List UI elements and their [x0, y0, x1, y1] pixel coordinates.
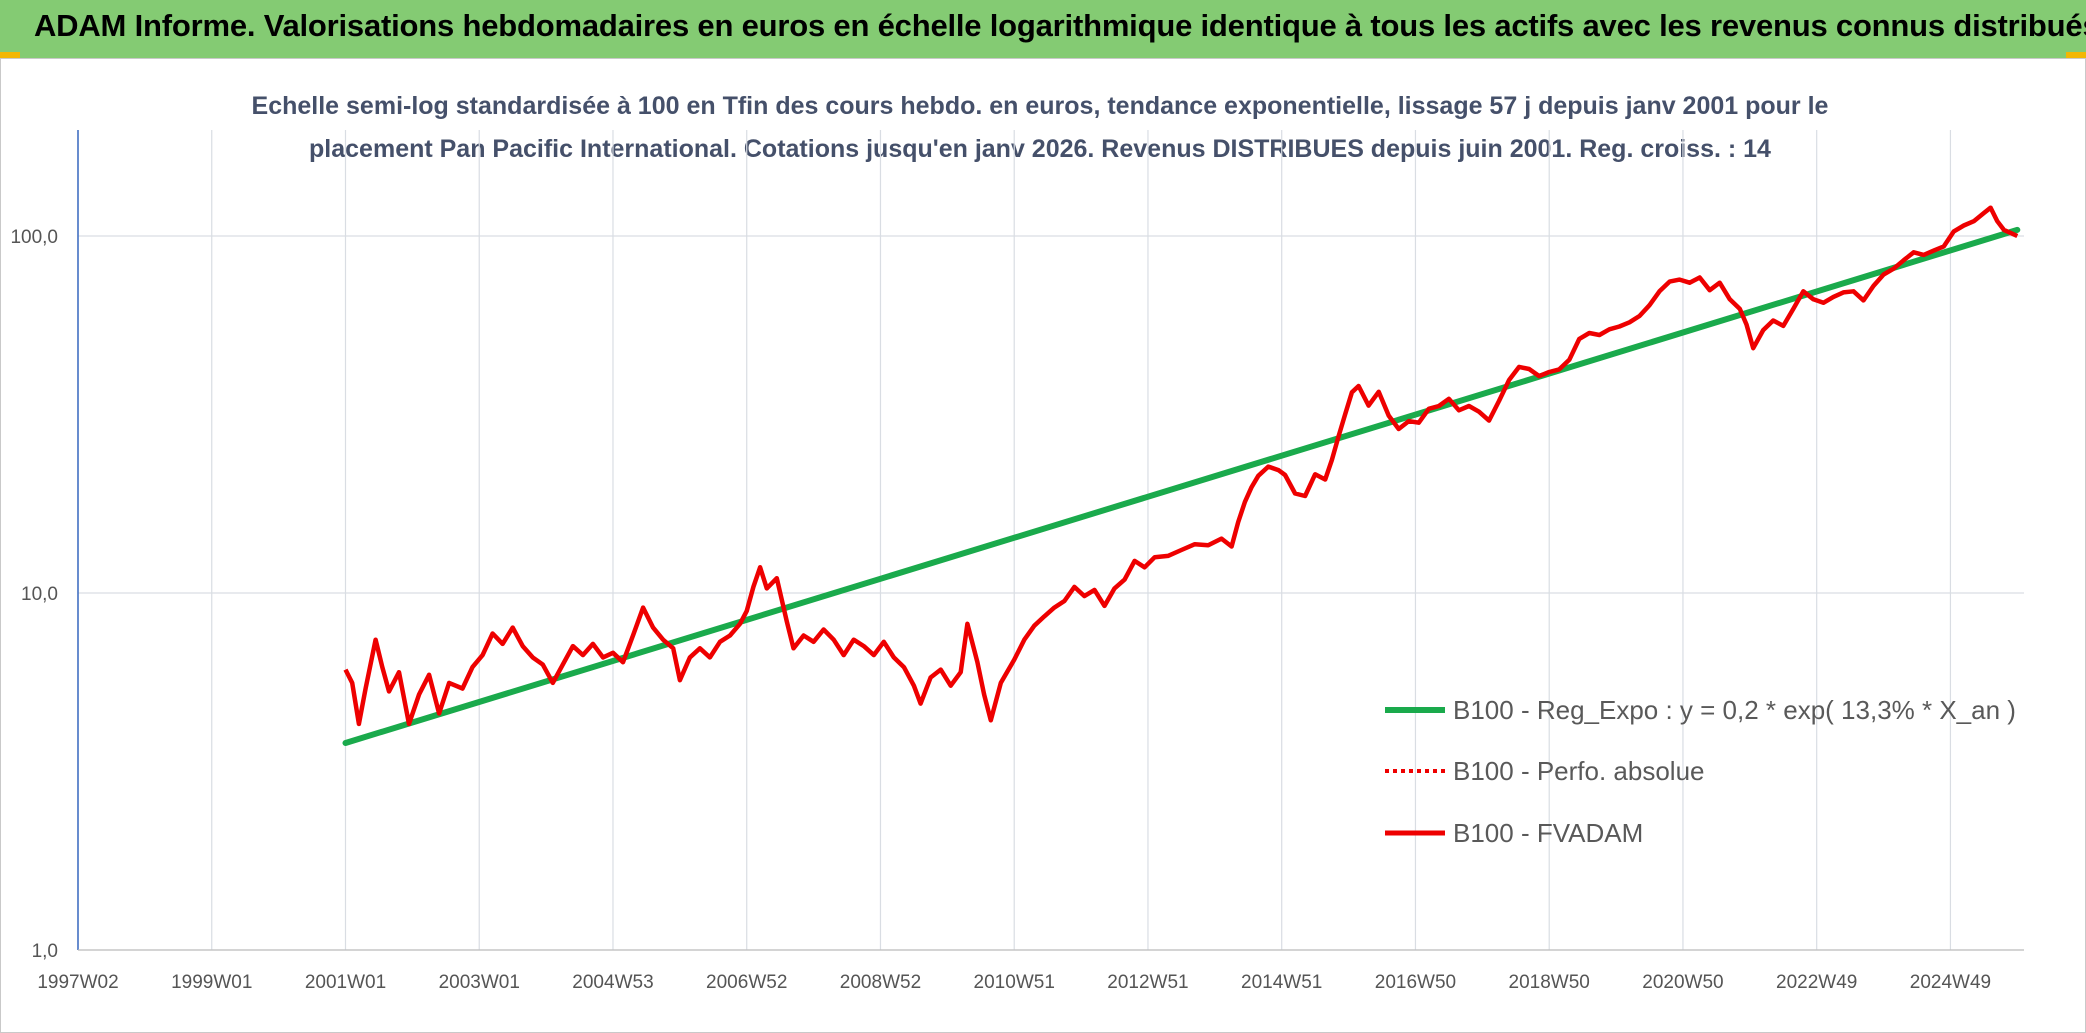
chart-subtitle-line-2: placement Pan Pacific International. Cot…: [309, 135, 1771, 163]
y-tick-label: 100,0: [10, 227, 58, 248]
x-tick-label: 2001W01: [305, 972, 386, 993]
x-tick-label: 2003W01: [439, 972, 520, 993]
legend-label-fvadam: B100 - FVADAM: [1453, 818, 1643, 848]
header-bar: ADAM Informe. Valorisations hebdomadaire…: [0, 0, 2086, 58]
chart-subtitle-line-1: Echelle semi-log standardisée à 100 en T…: [252, 92, 1829, 120]
x-tick-label: 2020W50: [1642, 972, 1723, 993]
chart-area: [0, 58, 2086, 1033]
legend-label-trend: B100 - Reg_Expo : y = 0,2 * exp( 13,3% *…: [1453, 695, 2016, 725]
x-tick-label: 1999W01: [171, 972, 252, 993]
legend: B100 - Reg_Expo : y = 0,2 * exp( 13,3% *…: [1385, 695, 2016, 848]
x-tick-label: 2016W50: [1375, 972, 1456, 993]
fvadam-line: [343, 205, 2019, 727]
x-tick-label: 2018W50: [1509, 972, 1590, 993]
x-tick-label: 2010W51: [974, 972, 1055, 993]
axes: 1,0 10,0 100,0 1997W02 1999W01 2001W01 2003W01…: [10, 130, 2024, 993]
trend-line: [342, 226, 2021, 746]
x-tick-label: 2024W49: [1910, 972, 1991, 993]
y-tick-label: 1,0: [32, 941, 58, 962]
x-tick-label: 2004W53: [572, 972, 653, 993]
series-group: [342, 205, 2021, 746]
y-tick-label: 10,0: [21, 584, 58, 605]
header-title: ADAM Informe. Valorisations hebdomadaire…: [34, 8, 2086, 43]
x-tick-label: 2006W52: [706, 972, 787, 993]
x-tick-label: 1997W02: [37, 972, 118, 993]
x-tick-label: 2014W51: [1241, 972, 1322, 993]
x-tick-label: 2012W51: [1107, 972, 1188, 993]
grid-lines: [77, 130, 2024, 951]
x-tick-label: 2022W49: [1776, 972, 1857, 993]
x-tick-label: 2008W52: [840, 972, 921, 993]
legend-label-perfo: B100 - Perfo. absolue: [1453, 756, 1705, 786]
